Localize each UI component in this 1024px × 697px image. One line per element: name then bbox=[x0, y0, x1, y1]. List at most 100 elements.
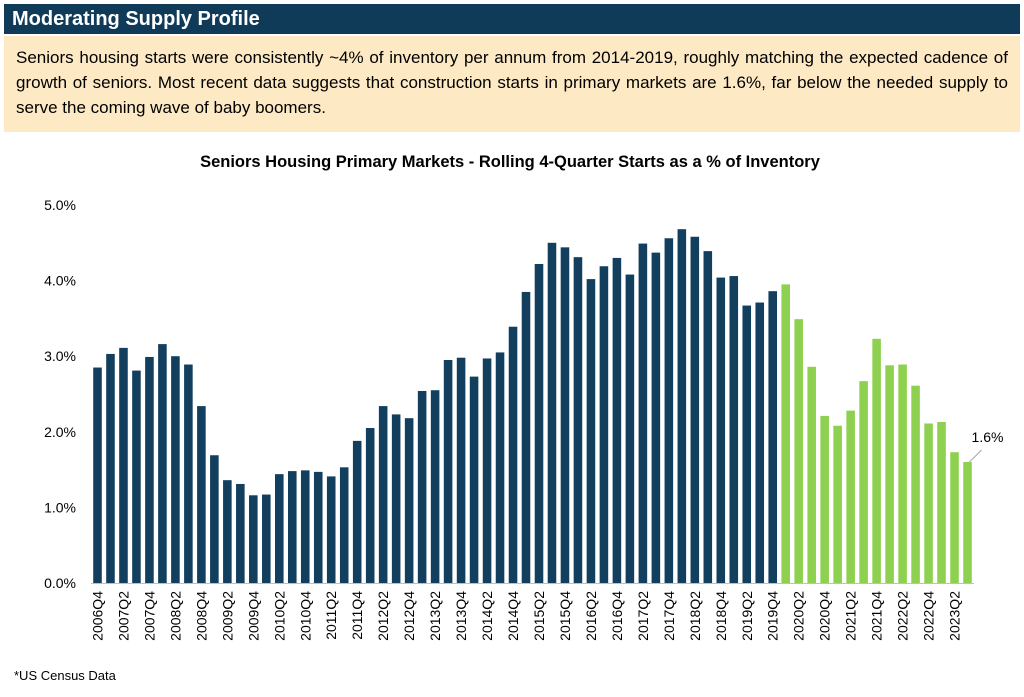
x-tick-label: 2009Q4 bbox=[245, 591, 261, 641]
bar-2022Q3 bbox=[911, 385, 920, 583]
bar-2012Q2 bbox=[378, 406, 388, 583]
x-tick-label: 2007Q4 bbox=[141, 591, 157, 641]
bar-2011Q4 bbox=[352, 440, 362, 583]
bar-2010Q2 bbox=[275, 474, 284, 583]
x-tick-label: 2014Q2 bbox=[479, 591, 495, 641]
bar-2015Q4 bbox=[560, 247, 570, 583]
x-tick-label: 2022Q4 bbox=[921, 591, 937, 641]
bar-2013Q4 bbox=[456, 357, 466, 583]
bar-2007Q2 bbox=[119, 347, 128, 583]
y-tick-label: 3.0% bbox=[44, 348, 76, 364]
x-tick-label: 2012Q2 bbox=[375, 591, 391, 641]
bar-2010Q4 bbox=[300, 470, 310, 583]
x-tick-label: 2007Q2 bbox=[115, 591, 131, 641]
bar-2014Q2 bbox=[482, 358, 492, 583]
bar-2009Q2 bbox=[223, 480, 232, 583]
bar-2013Q2 bbox=[430, 390, 440, 583]
y-tick-label: 1.0% bbox=[44, 499, 76, 515]
x-tick-label: 2015Q4 bbox=[557, 591, 573, 641]
y-tick-label: 4.0% bbox=[44, 273, 76, 289]
bar-2023Q2 bbox=[950, 452, 959, 583]
x-tick-label: 2022Q2 bbox=[895, 591, 911, 641]
x-tick-label: 2011Q2 bbox=[323, 591, 339, 640]
y-tick-label: 5.0% bbox=[44, 197, 76, 213]
x-tick-label: 2015Q2 bbox=[531, 591, 547, 641]
bar-2021Q3 bbox=[859, 381, 868, 583]
bar-2019Q2 bbox=[742, 305, 752, 583]
bar-2017Q2 bbox=[638, 243, 648, 583]
bar-2014Q4 bbox=[508, 326, 518, 583]
x-tick-label: 2016Q4 bbox=[609, 591, 625, 641]
bar-series bbox=[93, 229, 972, 584]
bar-2023Q3 bbox=[963, 462, 972, 583]
source-footnote: *US Census Data bbox=[14, 668, 116, 683]
bar-2023Q1 bbox=[937, 421, 946, 583]
x-tick-label: 2018Q2 bbox=[687, 591, 703, 641]
x-tick-label: 2008Q2 bbox=[167, 591, 183, 641]
bar-2009Q4 bbox=[249, 495, 258, 583]
annotations: 1.6% bbox=[969, 429, 1004, 463]
bar-2017Q1 bbox=[625, 274, 635, 583]
bar-2009Q1 bbox=[210, 455, 219, 583]
bar-2009Q3 bbox=[236, 483, 245, 583]
bar-2013Q1 bbox=[417, 390, 427, 583]
bar-2021Q4 bbox=[872, 338, 881, 583]
bar-2011Q3 bbox=[339, 467, 349, 583]
bar-2014Q3 bbox=[495, 352, 505, 583]
summary-box: Seniors housing starts were consistently… bbox=[4, 36, 1020, 132]
x-tick-label: 2021Q2 bbox=[843, 591, 859, 641]
bar-2007Q1 bbox=[106, 353, 115, 583]
x-tick-label: 2009Q2 bbox=[219, 591, 235, 641]
x-tick-label: 2017Q4 bbox=[661, 591, 677, 641]
x-tick-label: 2011Q4 bbox=[349, 591, 365, 640]
x-tick-label: 2023Q2 bbox=[947, 591, 963, 641]
bar-2018Q3 bbox=[703, 251, 713, 583]
annotation-leader-line bbox=[969, 449, 982, 463]
bar-2008Q1 bbox=[158, 344, 167, 583]
summary-text: Seniors housing starts were consistently… bbox=[16, 48, 1008, 117]
x-tick-label: 2020Q4 bbox=[817, 591, 833, 641]
x-tick-label: 2017Q2 bbox=[635, 591, 651, 641]
x-tick-label: 2019Q2 bbox=[739, 591, 755, 641]
y-tick-label: 2.0% bbox=[44, 424, 76, 440]
x-tick-label: 2006Q4 bbox=[89, 591, 105, 641]
bar-2020Q4 bbox=[820, 415, 829, 583]
bar-2010Q3 bbox=[287, 471, 297, 583]
bar-2016Q4 bbox=[612, 257, 622, 583]
bar-2007Q3 bbox=[132, 370, 141, 583]
y-tick-label: 0.0% bbox=[44, 575, 76, 591]
x-tick-label: 2013Q2 bbox=[427, 591, 443, 641]
x-tick-label: 2019Q4 bbox=[765, 591, 781, 641]
bar-2015Q3 bbox=[547, 242, 557, 584]
bar-2012Q4 bbox=[404, 418, 414, 583]
bar-2022Q1 bbox=[885, 365, 894, 583]
bar-2021Q2 bbox=[846, 410, 855, 583]
x-tick-label: 2008Q4 bbox=[193, 591, 209, 641]
bar-2020Q1 bbox=[781, 284, 790, 583]
bar-2019Q4 bbox=[768, 291, 778, 583]
bar-2008Q3 bbox=[184, 364, 193, 583]
bar-2012Q1 bbox=[365, 428, 375, 583]
bar-2020Q3 bbox=[807, 366, 816, 583]
bar-2006Q4 bbox=[93, 367, 102, 583]
bar-2020Q2 bbox=[794, 319, 803, 583]
section-title: Moderating Supply Profile bbox=[12, 8, 260, 30]
bar-2011Q1 bbox=[313, 471, 323, 583]
x-axis: 2006Q4 2007Q2 2007Q4 2008Q2 2008Q4 2009Q2 2009… bbox=[89, 583, 974, 641]
bar-2014Q1 bbox=[469, 376, 479, 583]
bar-2021Q1 bbox=[833, 425, 842, 583]
x-tick-label: 2012Q4 bbox=[401, 591, 417, 641]
bar-2017Q3 bbox=[651, 252, 661, 583]
bar-2018Q1 bbox=[677, 229, 687, 583]
bar-2012Q3 bbox=[391, 414, 401, 583]
bar-2018Q2 bbox=[690, 236, 700, 583]
starts-bar-chart: Seniors Housing Primary Markets - Rollin… bbox=[44, 153, 1004, 641]
x-tick-label: 2013Q4 bbox=[453, 591, 469, 641]
bar-2016Q3 bbox=[599, 266, 609, 583]
bar-2008Q2 bbox=[171, 356, 180, 583]
x-tick-label: 2010Q4 bbox=[297, 591, 313, 641]
bar-2016Q2 bbox=[586, 279, 596, 583]
annotation-label: 1.6% bbox=[972, 429, 1004, 445]
bar-2013Q3 bbox=[443, 359, 453, 583]
bar-2022Q2 bbox=[898, 364, 907, 583]
